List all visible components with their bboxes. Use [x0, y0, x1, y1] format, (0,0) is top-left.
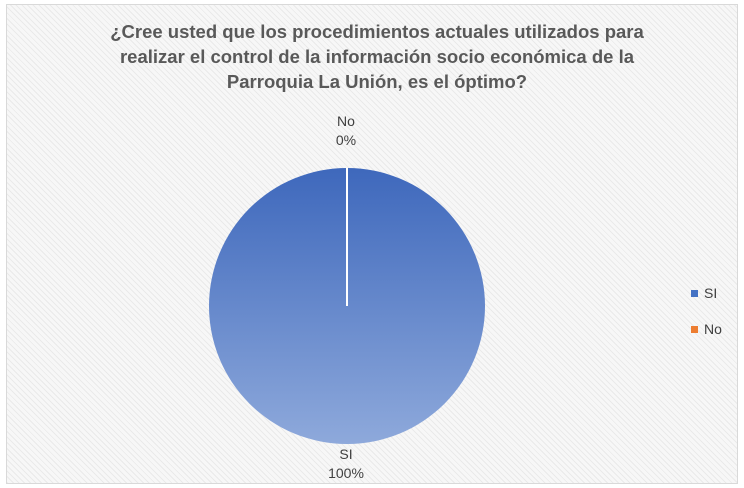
legend-label-no: No — [704, 321, 722, 337]
chart-title-line-1: ¿Cree usted que los procedimientos actua… — [110, 21, 644, 42]
data-label-no-percent: 0% — [335, 132, 357, 148]
data-label-no-category: No — [337, 113, 355, 129]
legend-label-si: SI — [704, 285, 718, 301]
data-label-si: SI 100% — [306, 445, 386, 483]
data-label-si-category: SI — [339, 446, 353, 462]
data-label-si-percent: 100% — [328, 465, 364, 481]
chart-title: ¿Cree usted que los procedimientos actua… — [77, 19, 677, 94]
legend-swatch-si — [691, 289, 698, 297]
pie-chart — [209, 168, 485, 444]
legend-swatch-no — [691, 325, 698, 333]
chart-area: ¿Cree usted que los procedimientos actua… — [6, 4, 738, 484]
legend-item-no: No — [691, 311, 722, 347]
chart-title-line-3: Parroquia La Unión, es el óptimo? — [226, 71, 528, 92]
legend-item-si: SI — [691, 275, 722, 311]
data-label-no: No 0% — [306, 112, 386, 150]
chart-title-line-2: realizar el control de la información so… — [119, 46, 635, 67]
legend: SI No — [691, 275, 722, 347]
